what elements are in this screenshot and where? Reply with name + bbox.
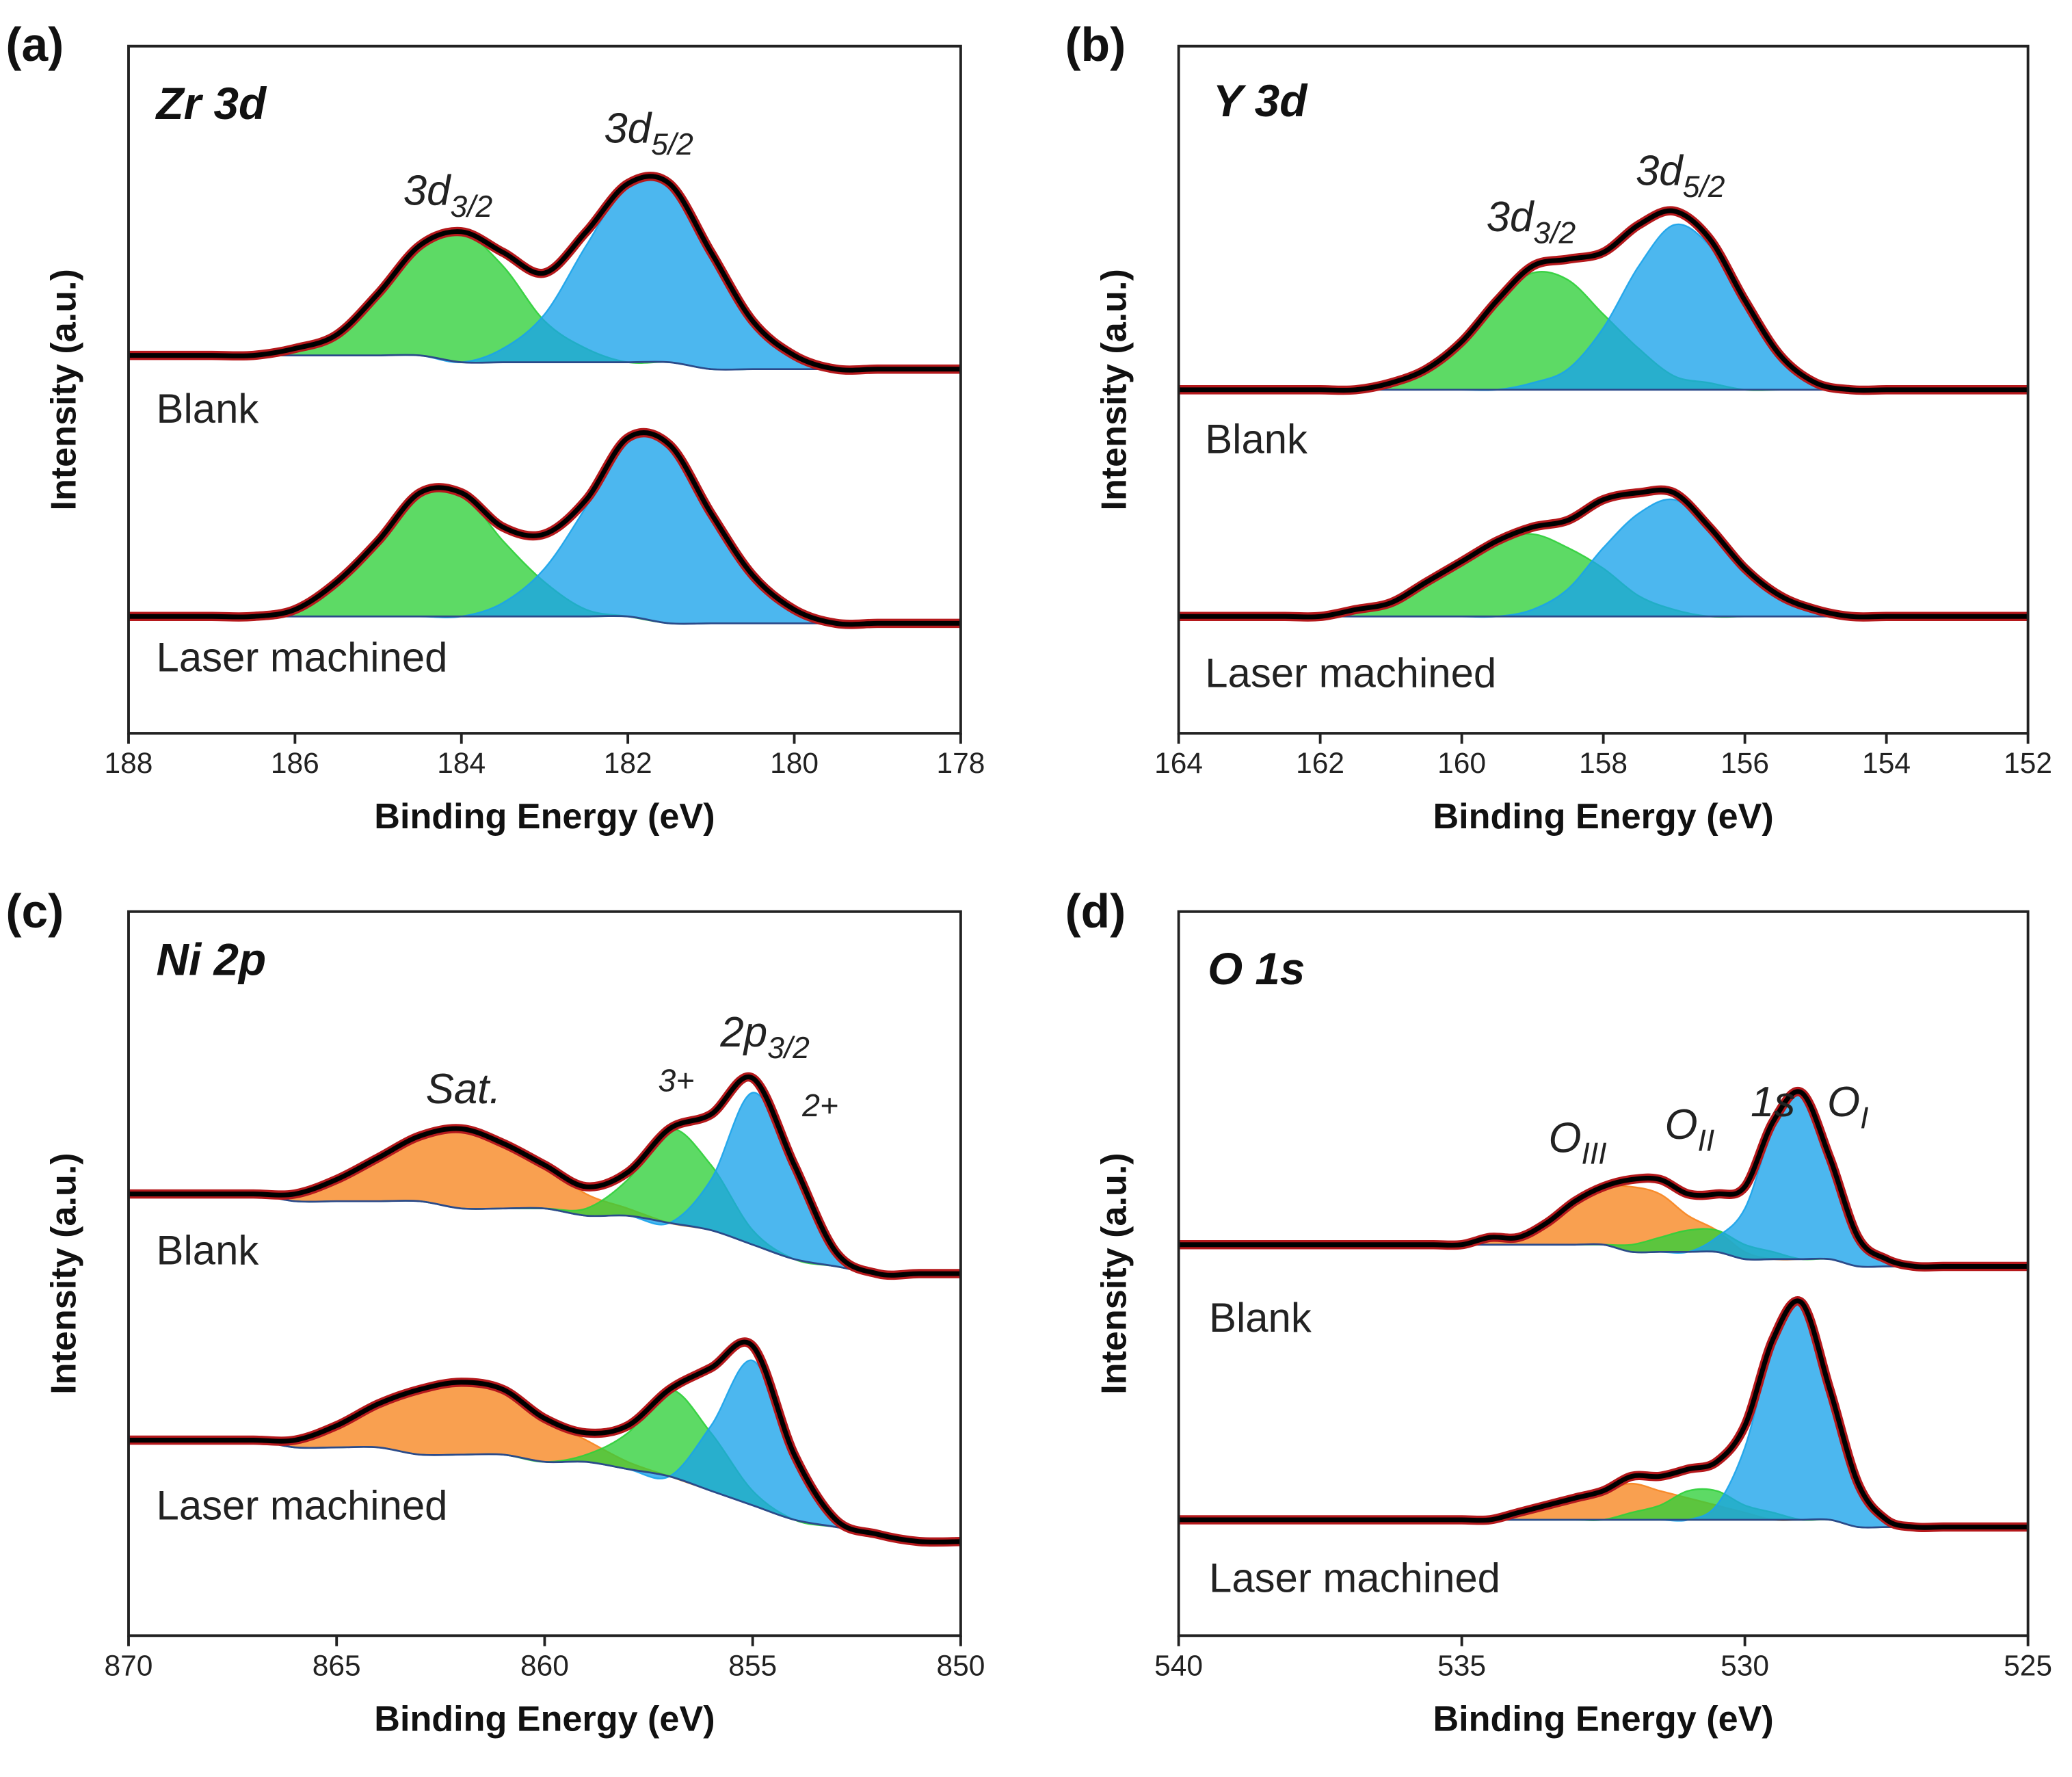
peak-label-sub: 3/2 (767, 1031, 810, 1065)
x-axis-label: Binding Energy (eV) (1433, 1699, 1773, 1739)
peak-label: 3d5/2 (604, 105, 693, 161)
peak-label: Sat. (426, 1066, 501, 1113)
x-axis-label: Binding Energy (eV) (1433, 797, 1773, 837)
peak-component (128, 431, 961, 625)
x-tick-label: 184 (437, 748, 486, 780)
peak-label-sub: 3/2 (1533, 216, 1576, 250)
peak-label: 3d5/2 (1636, 147, 1725, 203)
chart-title: Y 3d (1213, 76, 1308, 126)
x-tick-label: 158 (1579, 748, 1628, 780)
x-tick-label: 860 (520, 1650, 569, 1682)
x-tick-label: 152 (2004, 748, 2052, 780)
x-axis-label: Binding Energy (eV) (374, 1699, 715, 1739)
peak-label: 2p3/2 (719, 1009, 810, 1065)
x-tick-label: 160 (1437, 748, 1486, 780)
spectrum-label: Laser machined (1209, 1555, 1500, 1601)
peak-label-main: 3d (403, 167, 451, 214)
y-axis-label: Intensity (a.u.) (44, 269, 84, 510)
fit-envelope (1178, 487, 2028, 620)
fit-envelope (1178, 208, 2028, 393)
chart-title: Zr 3d (155, 79, 267, 129)
x-tick-label: 180 (770, 748, 819, 780)
peak-label: OII (1664, 1101, 1714, 1157)
peak-label: 3d3/2 (1487, 194, 1576, 250)
peak-label-sub: I (1860, 1102, 1868, 1135)
peak-label: 1s (1751, 1079, 1795, 1126)
panel: Blank Laser machined 164 162 160 158 156 154 152… (1065, 18, 2052, 837)
fit-envelope (128, 430, 961, 627)
y-axis-label: Intensity (a.u.) (1094, 1153, 1134, 1394)
peak-label-main: O (1827, 1079, 1860, 1126)
chart-title: Ni 2p (157, 935, 267, 985)
x-tick-label: 525 (2004, 1650, 2052, 1682)
spectrum-label: Blank (157, 1228, 260, 1274)
panel-label: (d) (1065, 884, 1126, 938)
spectrum-label: Laser machined (157, 634, 448, 680)
peak-label-main: O (1664, 1101, 1697, 1148)
peak-label: OI (1827, 1079, 1868, 1135)
peak-component (1178, 1184, 2028, 1268)
spectrum-label: Blank (1205, 417, 1308, 462)
x-tick-label: 540 (1154, 1650, 1203, 1682)
peak-label-main: 3+ (659, 1063, 695, 1098)
peak-label-sub: II (1698, 1124, 1715, 1157)
plot-frame (127, 44, 962, 735)
spectrum-label: Blank (1209, 1295, 1312, 1341)
x-tick-label: 870 (105, 1650, 153, 1682)
spectrum-label: Blank (157, 386, 260, 432)
peak-label-main: 2+ (801, 1088, 838, 1123)
peak-label-sub: III (1582, 1137, 1607, 1171)
peak-label-sub: 5/2 (651, 128, 693, 161)
x-tick-label: 186 (271, 748, 319, 780)
peak-label-sub: 5/2 (1683, 170, 1725, 204)
peak-label: 2+ (801, 1088, 838, 1123)
x-tick-label: 530 (1721, 1650, 1769, 1682)
x-tick-label: 178 (936, 748, 985, 780)
peak-label: 3+ (659, 1063, 695, 1098)
plot-frame (1177, 910, 2030, 1637)
peak-label: 3d3/2 (403, 167, 493, 223)
x-tick-label: 162 (1296, 748, 1344, 780)
x-tick-label: 164 (1154, 748, 1203, 780)
panel: Blank Laser machined 870 865 860 855 850 Bindin… (5, 884, 985, 1739)
peak-label-main: 2p (719, 1009, 767, 1056)
fit-envelope (1178, 1089, 2028, 1269)
peak-label-main: 1s (1751, 1079, 1795, 1126)
chart-title: O 1s (1208, 944, 1305, 994)
spectrum-label: Laser machined (1205, 650, 1496, 696)
panel-label: (a) (5, 18, 64, 71)
panel: Blank Laser machined 540 535 530 525 Binding E… (1065, 884, 2052, 1739)
fit-envelope (128, 174, 961, 373)
x-tick-label: 182 (604, 748, 652, 780)
panel: Blank Laser machined 188 186 184 182 180 178 Bin… (5, 18, 985, 837)
peak-label-main: 3d (1636, 147, 1684, 194)
x-tick-label: 535 (1437, 1650, 1486, 1682)
x-tick-label: 855 (728, 1650, 777, 1682)
peak-label-main: 3d (604, 105, 652, 153)
peak-label-sub: 3/2 (451, 190, 493, 224)
peak-component (1178, 498, 2028, 618)
fit-envelope (128, 1075, 961, 1278)
x-tick-label: 188 (105, 748, 153, 780)
panel-label: (c) (5, 884, 64, 938)
x-tick-label: 156 (1721, 748, 1769, 780)
peak-label-main: O (1548, 1114, 1581, 1161)
panel-label: (b) (1065, 18, 1126, 71)
peak-label: OIII (1548, 1114, 1606, 1170)
x-tick-label: 865 (313, 1650, 361, 1682)
x-tick-label: 850 (936, 1650, 985, 1682)
x-axis-label: Binding Energy (eV) (374, 797, 715, 837)
x-tick-label: 154 (1862, 748, 1911, 780)
peak-label-main: Sat. (426, 1066, 501, 1113)
y-axis-label: Intensity (a.u.) (44, 1153, 84, 1394)
fit-envelope (128, 1339, 961, 1544)
spectrum-label: Laser machined (157, 1482, 448, 1528)
fit-envelope (1178, 1298, 2028, 1530)
peak-label-main: 3d (1487, 194, 1535, 241)
y-axis-label: Intensity (a.u.) (1094, 269, 1134, 510)
